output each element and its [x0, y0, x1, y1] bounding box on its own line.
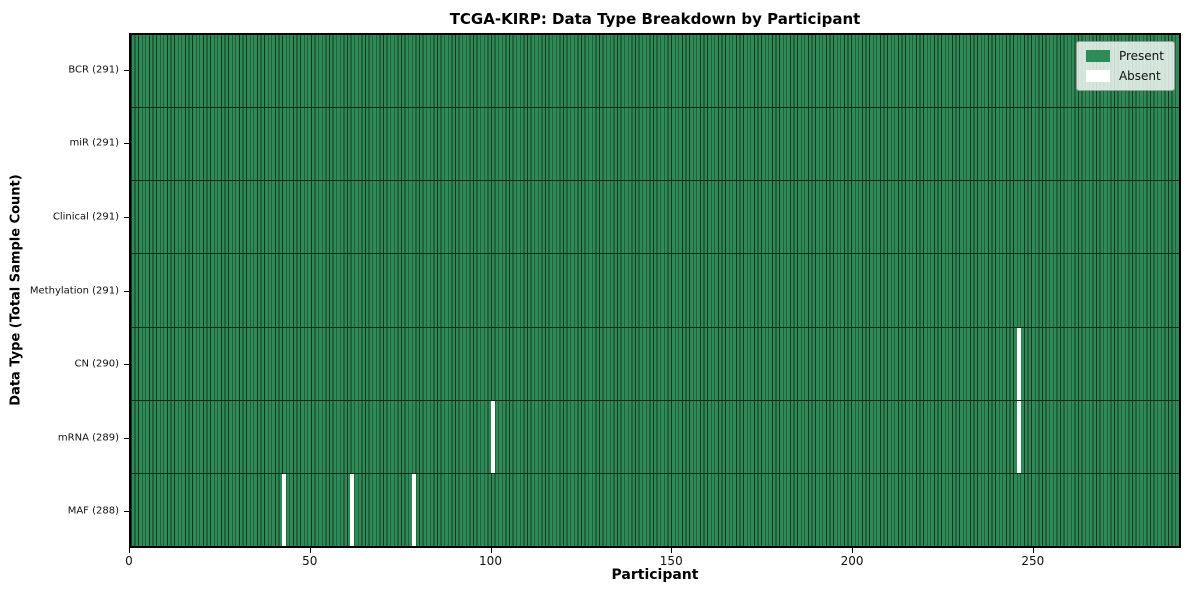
y-tick-mark	[124, 437, 129, 439]
x-tick-label: 200	[840, 554, 864, 568]
legend: Present Absent	[1075, 41, 1175, 91]
legend-item-present: Present	[1085, 49, 1164, 63]
row-Methylation	[131, 254, 1179, 328]
y-tick-label: Clinical (291)	[52, 211, 119, 223]
presence-matrix	[131, 35, 1179, 546]
absent-marker-mRNA-100	[490, 400, 495, 473]
plot-area: Present Absent	[129, 33, 1181, 548]
x-tick-mark	[490, 548, 492, 553]
row-BCR	[131, 35, 1179, 109]
y-tick-mark	[124, 216, 129, 218]
y-tick-mark	[124, 69, 129, 71]
x-tick-mark	[309, 548, 311, 553]
x-tick-mark	[852, 548, 854, 553]
row-Clinical	[131, 181, 1179, 255]
x-tick-mark	[671, 548, 673, 553]
y-tick-label: Methylation (291)	[29, 285, 119, 296]
absent-marker-MAF-61	[350, 473, 355, 546]
x-tick-label: 50	[302, 554, 318, 568]
legend-swatch-absent	[1085, 70, 1110, 82]
x-tick-mark	[129, 548, 130, 553]
row-MAF	[131, 473, 1179, 546]
x-axis-label: Participant	[611, 567, 699, 583]
absent-marker-MAF-78	[411, 473, 416, 546]
y-tick-label: mRNA (289)	[57, 432, 119, 444]
x-tick-mark	[1032, 548, 1034, 553]
x-axis: 0 50 100 150 200 250	[125, 548, 1181, 572]
y-tick-label: MAF (288)	[67, 505, 119, 517]
x-tick-label: 150	[659, 554, 683, 568]
row-miR	[131, 108, 1179, 182]
row-mRNA	[131, 400, 1179, 474]
x-tick-label: 0	[125, 554, 133, 568]
chart-title: TCGA-KIRP: Data Type Breakdown by Partic…	[449, 10, 861, 28]
legend-label: Present	[1118, 49, 1164, 63]
legend-item-absent: Absent	[1085, 69, 1164, 83]
y-tick-mark	[124, 511, 129, 513]
row-CN	[131, 327, 1179, 401]
absent-marker-CN-246	[1016, 327, 1021, 400]
legend-label: Absent	[1118, 69, 1161, 83]
y-axis: BCR (291) miR (291) Clinical (291) Methylat…	[0, 33, 129, 548]
x-tick-label: 250	[1021, 554, 1045, 568]
y-tick-label: CN (290)	[74, 358, 119, 370]
y-tick-mark	[124, 143, 129, 145]
y-tick-label: BCR (291)	[68, 64, 119, 76]
y-tick-mark	[124, 290, 129, 292]
absent-marker-mRNA-246	[1016, 400, 1021, 473]
y-tick-label: miR (291)	[69, 137, 119, 149]
legend-swatch-present	[1085, 50, 1110, 62]
y-tick-mark	[124, 364, 129, 366]
absent-marker-MAF-42	[282, 473, 287, 546]
x-tick-label: 100	[479, 554, 502, 568]
